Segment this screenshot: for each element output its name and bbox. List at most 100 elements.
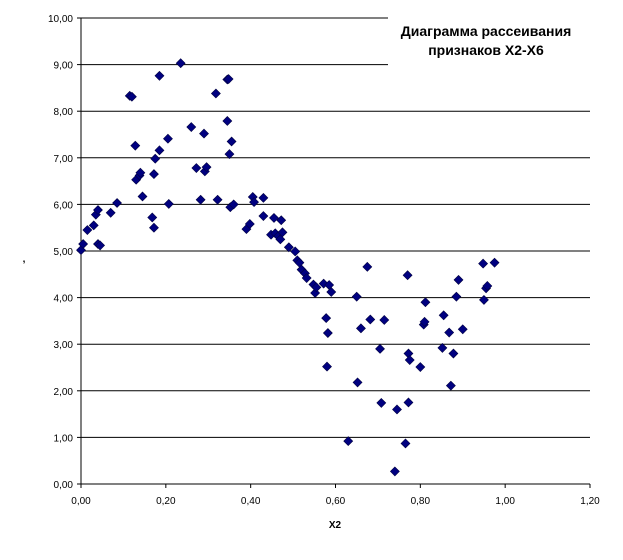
data-point	[453, 274, 464, 285]
data-point	[88, 220, 99, 231]
data-point	[343, 436, 354, 447]
data-point	[93, 205, 103, 215]
data-point	[277, 227, 288, 238]
x-tick-label: 0,00	[71, 496, 91, 507]
y-tick-label: 5,00	[54, 247, 74, 258]
data-point	[154, 145, 165, 156]
data-point	[420, 297, 431, 308]
data-point	[258, 211, 269, 221]
data-point	[186, 122, 197, 132]
data-point	[301, 273, 312, 283]
data-point	[210, 88, 221, 99]
y-tick-label: 9,00	[54, 61, 74, 72]
y-tick-label: 7,00	[54, 154, 74, 165]
data-point	[163, 133, 173, 144]
data-point	[199, 128, 209, 139]
data-point	[149, 222, 159, 233]
data-point	[212, 194, 223, 205]
data-point	[244, 219, 255, 229]
data-point	[362, 261, 373, 272]
data-point	[389, 466, 400, 477]
chart-title-line-1: Диаграмма рассеивания	[401, 23, 571, 39]
data-point	[478, 258, 489, 269]
data-point	[82, 225, 93, 235]
data-point	[326, 287, 337, 297]
data-point	[375, 343, 385, 354]
data-point	[276, 215, 287, 226]
data-point	[224, 149, 235, 159]
x-tick-label: 1,00	[495, 496, 515, 507]
x-tick-label: 0,60	[326, 496, 346, 507]
data-point	[352, 377, 363, 388]
x-axis-title: X2	[329, 520, 342, 531]
data-point	[258, 192, 269, 203]
data-point	[130, 140, 141, 151]
data-point	[479, 295, 489, 305]
data-point	[226, 136, 237, 147]
data-point	[149, 169, 159, 180]
data-point	[322, 361, 332, 372]
data-point	[482, 281, 493, 291]
data-point	[95, 240, 106, 251]
y-tick-label: 10,00	[48, 14, 73, 25]
data-point	[376, 397, 387, 408]
x-tick-label: 0,40	[241, 496, 261, 507]
x-tick-labels: 0,00 0,20 0,40 0,60 0,80 1,00 1,20	[71, 496, 600, 507]
data-point	[438, 310, 449, 321]
y-tick-label: 6,00	[54, 200, 74, 211]
data-point	[419, 316, 430, 327]
x-tick-label: 0,80	[411, 496, 431, 507]
data-point	[137, 191, 148, 202]
data-point	[223, 74, 234, 84]
data-point	[451, 291, 462, 302]
y-tick-label: 1,00	[54, 433, 74, 444]
data-point	[135, 167, 146, 178]
data-point	[201, 162, 212, 173]
data-point	[195, 194, 206, 205]
data-point	[356, 323, 366, 334]
data-point	[78, 239, 89, 249]
data-point	[249, 197, 259, 207]
data-point	[126, 91, 137, 102]
data-point	[269, 212, 279, 223]
data-point	[437, 343, 448, 353]
data-point	[415, 362, 426, 372]
data-point	[403, 397, 414, 408]
data-point	[222, 116, 233, 126]
chart-title-line-2: признаков X2-X6	[428, 42, 544, 58]
y-tick-label: 0,00	[54, 480, 74, 491]
data-point	[191, 163, 202, 173]
data-point	[283, 242, 294, 253]
data-point	[379, 315, 390, 325]
data-point	[444, 327, 455, 338]
x-tick-label: 0,20	[156, 496, 176, 507]
y-tick-label: 8,00	[54, 107, 74, 118]
data-point	[163, 199, 174, 209]
title-box	[388, 15, 592, 67]
data-point	[112, 198, 122, 208]
data-point	[290, 246, 301, 257]
data-point	[322, 328, 333, 338]
data-point	[150, 153, 161, 164]
data-point	[402, 270, 413, 281]
data-point	[311, 282, 322, 293]
data-points	[76, 58, 500, 477]
data-point	[448, 348, 459, 359]
data-point	[175, 58, 186, 69]
y-tick-labels: 0,00 1,00 2,00 3,00 4,00 5,00 6,00 7,00 8,00 9,00…	[48, 14, 73, 491]
y-tick-label: 3,00	[54, 340, 74, 351]
y-tick-label: 4,00	[54, 294, 74, 305]
data-point	[445, 380, 456, 391]
y-axis-title: ,	[23, 254, 26, 265]
data-point	[228, 199, 239, 210]
data-point	[404, 355, 415, 365]
data-point	[147, 212, 158, 223]
data-point	[154, 70, 165, 81]
x-tick-label: 1,20	[580, 496, 600, 507]
data-point	[489, 257, 500, 268]
data-point	[105, 207, 116, 218]
data-point	[365, 314, 376, 325]
data-point	[400, 438, 411, 449]
